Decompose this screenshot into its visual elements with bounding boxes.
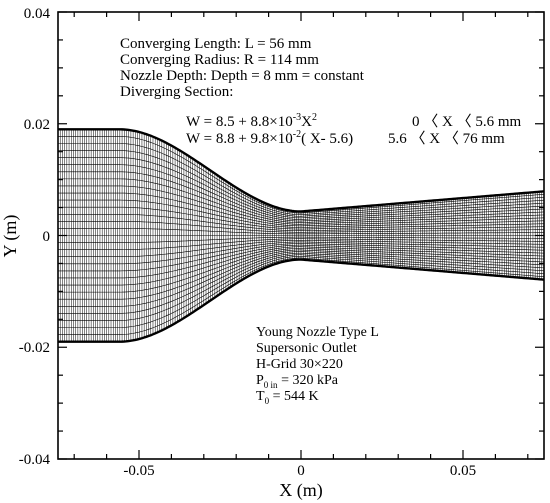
formula-1: W = 8.5 + 8.8×10-3X2 bbox=[186, 112, 317, 130]
converging-radius-text: Converging Radius: R = 114 mm bbox=[120, 52, 319, 68]
nozzle-depth-text: Nozzle Depth: Depth = 8 mm = constant bbox=[120, 68, 365, 84]
x-tick-label: -0.05 bbox=[123, 463, 154, 479]
y-tick-label: -0.04 bbox=[19, 452, 51, 468]
formula-2-range: 5.6 〈 X 〈 76 mm bbox=[388, 130, 505, 147]
formula-2: W = 8.8 + 9.8×10-2( X- 5.6) bbox=[186, 129, 353, 147]
info-t0: T0 = 544 K bbox=[256, 389, 319, 406]
info-title: Young Nozzle Type L bbox=[256, 325, 379, 340]
x-tick-label: 0.05 bbox=[450, 463, 476, 479]
nozzle-mesh bbox=[57, 129, 545, 342]
x-tick-labels: -0.05 0 0.05 bbox=[123, 463, 476, 479]
grid-info-annotation: Young Nozzle Type L Supersonic Outlet H-… bbox=[256, 325, 379, 406]
y-tick-label: 0 bbox=[43, 229, 51, 245]
axis-ticks bbox=[58, 11, 544, 460]
converging-length-text: Converging Length: L = 56 mm bbox=[120, 36, 312, 52]
info-p0: P0 in = 320 kPa bbox=[256, 373, 339, 390]
x-tick-label: 0 bbox=[297, 463, 305, 479]
info-grid: H-Grid 30×220 bbox=[256, 357, 343, 372]
y-axis-label: Y (m) bbox=[0, 215, 21, 258]
y-tick-label: 0.02 bbox=[24, 117, 50, 133]
y-tick-label: -0.02 bbox=[19, 340, 50, 356]
formula-1-range: 0 〈 X 〈 5.6 mm bbox=[412, 113, 522, 130]
nozzle-lower-wall bbox=[58, 258, 545, 343]
info-outlet: Supersonic Outlet bbox=[256, 341, 357, 356]
diverging-section-text: Diverging Section: bbox=[120, 84, 233, 100]
y-tick-labels: -0.04 -0.02 0 0.02 0.04 bbox=[19, 6, 51, 468]
x-axis-label: X (m) bbox=[279, 480, 323, 501]
y-tick-label: 0.04 bbox=[24, 6, 51, 22]
geometry-annotation: Converging Length: L = 56 mm Converging … bbox=[120, 36, 522, 147]
nozzle-upper-wall bbox=[58, 128, 545, 213]
